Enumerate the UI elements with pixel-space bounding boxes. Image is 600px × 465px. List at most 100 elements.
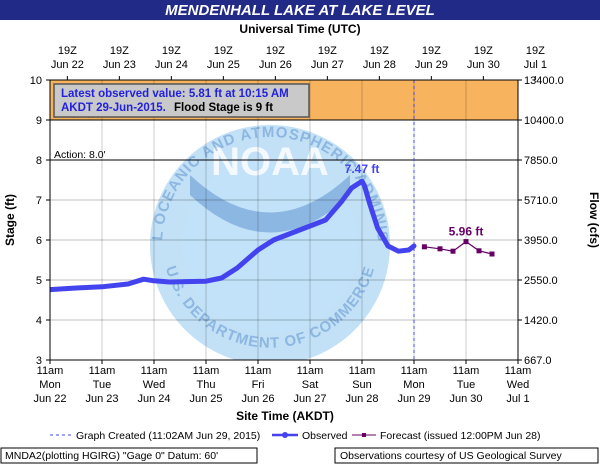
top-axis-title: Universal Time (UTC) [239,22,360,36]
y-tick-label-7: 10 [30,75,42,87]
observed-point-24 [407,249,410,251]
bottom-tick-date-4: Jun 26 [241,393,274,405]
forecast-point-1 [437,246,443,252]
top-tick-date-7: Jun 29 [415,59,448,71]
bottom-tick-time-9: 11am [505,365,532,377]
top-tick-date-1: Jun 23 [103,59,136,71]
observed-point-17 [350,187,353,189]
top-tick-time-4: 19Z [266,45,285,57]
top-tick-date-4: Jun 26 [259,59,292,71]
forecast-point-0 [421,244,427,250]
top-tick-date-5: Jun 27 [311,59,344,71]
bottom-tick-time-8: 11am [453,365,480,377]
observed-point-21 [376,227,379,229]
observed-point-25 [413,245,415,247]
forecast-point-3 [463,239,469,245]
footer-left: MNDA2(plotting HGIRG) "Gage 0" Datum: 60… [5,450,218,462]
noaa-logo-center: NOAA [211,140,329,184]
top-tick-date-2: Jun 24 [155,59,188,71]
bottom-tick-day-2: Wed [143,379,165,391]
observed-line [50,178,417,293]
footer-right: Observations courtesy of US Geological S… [340,450,563,462]
bottom-tick-time-2: 11am [141,365,168,377]
observed-point-4 [142,278,145,281]
chart-title: MENDENHALL LAKE AT LAKE LEVEL [165,2,435,19]
bottom-tick-time-0: 11am [37,365,64,377]
bottom-tick-day-8: Tue [457,379,476,391]
y-tick-label-1: 4 [36,315,42,327]
observed-point-10 [236,267,239,269]
y-tick-label-4: 7 [36,195,42,207]
top-tick-date-9: Jul 1 [524,59,547,71]
top-tick-time-9: 19Z [526,45,545,57]
legend: Graph Created (11:02AM Jun 29, 2015) Obs… [50,430,541,442]
latest-observed-box-frame [53,83,310,118]
y-tick-label-5: 8 [36,155,42,167]
bottom-tick-date-1: Jun 23 [85,393,118,405]
noaa-logo-bird [190,175,350,233]
y2-tick-label-0: 667.0 [524,355,552,367]
observed-point-8 [205,280,207,283]
observed-point-5 [153,279,155,282]
y-tick-label-3: 6 [36,235,42,247]
forecast-point-4 [476,248,482,254]
bottom-tick-time-1: 11am [89,365,116,377]
title-bar [0,0,600,20]
bottom-tick-day-5: Sat [302,379,319,391]
top-tick-time-1: 19Z [110,45,129,57]
legend-observed: Observed [302,430,348,442]
bottom-tick-day-7: Mon [403,379,424,391]
observed-point-19 [363,185,366,187]
observed-point-6 [168,281,171,283]
top-tick-time-6: 19Z [370,45,389,57]
legend-forecast: Forecast (issued 12:00PM Jun 28) [380,430,541,442]
bottom-tick-date-5: Jun 27 [293,393,326,405]
observed-point-0 [44,289,46,291]
peak-forecast-label: 5.96 ft [449,225,484,239]
latest-observed-box: Latest observed value: 5.81 ft at 10:15 … [53,83,310,118]
latest-observed-date: AKDT 29-Jun-2015. [61,102,166,114]
observed-point-22 [387,245,389,247]
y-axis-title: Stage (ft) [3,194,17,246]
forecast-point-2 [450,248,456,254]
observed-point-13 [288,233,291,235]
top-tick-time-8: 19Z [474,45,493,57]
flood-stage-text: Flood Stage is 9 ft [174,102,273,114]
observed-point-16 [340,201,343,203]
bottom-tick-day-9: Wed [507,379,529,391]
top-tick-date-0: Jun 22 [51,59,84,71]
latest-observed-line1: Latest observed value: 5.81 ft at 10:15 … [61,88,289,100]
bottom-tick-day-0: Mon [39,379,60,391]
bottom-tick-day-4: Fri [252,379,265,391]
bottom-tick-date-6: Jun 28 [345,393,378,405]
observed-point-14 [309,225,311,227]
y-tick-label-0: 3 [36,355,42,367]
plot-frame [49,79,519,361]
y2-axis-title: Flow (cfs) [587,192,600,248]
y2-tick-label-5: 7850.0 [524,155,558,167]
bottom-tick-day-3: Thu [197,379,216,391]
bottom-tick-date-0: Jun 22 [33,393,66,405]
observed-point-9 [220,277,223,279]
y2-tick-label-6: 10400.0 [524,115,564,127]
bottom-tick-time-5: 11am [297,365,324,377]
y-tick-label-6: 9 [36,115,42,127]
y2-tick-label-1: 1420.0 [524,315,558,327]
y2-tick-label-7: 13400.0 [524,75,564,87]
top-tick-time-7: 19Z [422,45,441,57]
observed-point-12 [272,239,275,241]
bottom-tick-date-8: Jun 30 [449,393,482,405]
observed-point-20 [368,203,371,205]
top-tick-date-6: Jun 28 [363,59,396,71]
legend-forecast-marker [362,433,366,437]
bottom-tick-time-6: 11am [349,365,376,377]
bottom-tick-day-1: Tue [93,379,112,391]
peak-observed-label: 7.47 ft [345,162,380,176]
legend-observed-marker [282,432,288,438]
top-tick-time-5: 19Z [318,45,337,57]
observed-point-2 [101,285,103,288]
latest-observed-line2: AKDT 29-Jun-2015. Flood Stage is 9 ft [61,102,273,114]
top-tick-date-3: Jun 25 [207,59,240,71]
bottom-tick-date-2: Jun 24 [137,393,170,405]
